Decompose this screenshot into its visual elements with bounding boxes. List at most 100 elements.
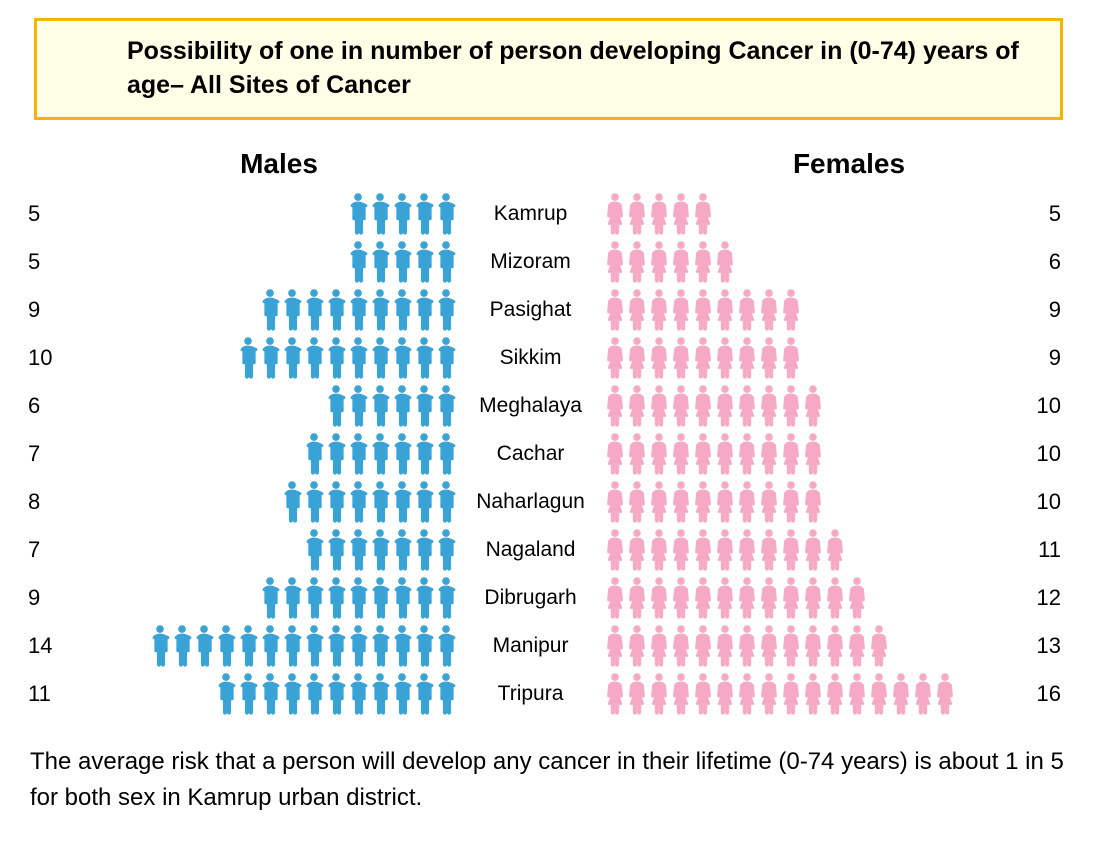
female-person-icon [692,528,714,572]
female-person-icon [604,624,626,668]
female-person-icon [670,384,692,428]
male-icons [80,624,457,668]
male-person-icon [369,528,391,572]
male-person-icon [347,432,369,476]
female-person-icon [780,624,802,668]
male-person-icon [347,336,369,380]
female-person-icon [648,528,670,572]
female-person-icon [758,432,780,476]
female-person-icon [604,288,626,332]
female-person-icon [736,336,758,380]
female-person-icon [714,384,736,428]
male-person-icon [347,672,369,716]
male-person-icon [369,624,391,668]
female-person-icon [802,576,824,620]
male-person-icon [435,192,457,236]
male-count: 10 [24,345,80,371]
male-icons [80,672,457,716]
male-person-icon [391,480,413,524]
male-person-icon [347,624,369,668]
data-row: 9 [24,574,1073,622]
female-person-icon [670,480,692,524]
female-icons [604,288,981,332]
region-label: Manipur [457,634,605,658]
male-count: 14 [24,633,80,659]
male-person-icon [171,624,193,668]
male-person-icon [413,192,435,236]
male-count: 7 [24,537,80,563]
female-person-icon [670,576,692,620]
region-label: Sikkim [457,346,605,370]
female-person-icon [604,528,626,572]
female-person-icon [670,624,692,668]
male-person-icon [281,288,303,332]
male-person-icon [391,528,413,572]
female-person-icon [604,576,626,620]
male-icons [80,432,457,476]
region-label: Dibrugarh [457,586,605,610]
female-icons [604,576,981,620]
male-person-icon [435,336,457,380]
female-person-icon [802,624,824,668]
male-person-icon [391,336,413,380]
male-person-icon [325,480,347,524]
male-person-icon [413,384,435,428]
male-icons [80,192,457,236]
caption-text: The average risk that a person will deve… [24,744,1073,816]
male-person-icon [347,240,369,284]
female-person-icon [648,672,670,716]
female-person-icon [648,480,670,524]
female-person-icon [890,672,912,716]
male-person-icon [237,336,259,380]
female-person-icon [714,480,736,524]
female-person-icon [846,576,868,620]
male-person-icon [435,288,457,332]
male-person-icon [435,576,457,620]
female-person-icon [604,480,626,524]
female-person-icon [692,480,714,524]
male-person-icon [347,384,369,428]
male-person-icon [435,480,457,524]
female-person-icon [802,672,824,716]
female-person-icon [626,672,648,716]
female-count: 5 [981,201,1073,227]
male-person-icon [391,288,413,332]
male-person-icon [369,384,391,428]
female-person-icon [648,384,670,428]
female-person-icon [626,432,648,476]
female-person-icon [648,624,670,668]
female-person-icon [846,624,868,668]
female-person-icon [692,288,714,332]
female-icons [604,624,981,668]
female-person-icon [846,672,868,716]
male-person-icon [435,672,457,716]
female-person-icon [736,528,758,572]
male-person-icon [347,480,369,524]
female-person-icon [714,528,736,572]
female-person-icon [648,576,670,620]
male-person-icon [391,624,413,668]
data-row: 11 [24,670,1073,718]
female-icons [604,240,981,284]
header-males: Males [24,148,494,180]
male-person-icon [435,528,457,572]
female-person-icon [780,480,802,524]
data-row: 7 Nagaland [24,526,1073,574]
female-person-icon [736,624,758,668]
data-row: 10 [24,334,1073,382]
female-person-icon [780,384,802,428]
female-person-icon [868,672,890,716]
female-person-icon [714,672,736,716]
male-person-icon [303,576,325,620]
female-person-icon [692,240,714,284]
male-icons [80,240,457,284]
male-person-icon [413,672,435,716]
female-person-icon [692,336,714,380]
male-person-icon [259,288,281,332]
female-person-icon [824,624,846,668]
female-person-icon [692,432,714,476]
male-person-icon [303,624,325,668]
female-person-icon [692,672,714,716]
female-person-icon [626,480,648,524]
male-person-icon [369,336,391,380]
